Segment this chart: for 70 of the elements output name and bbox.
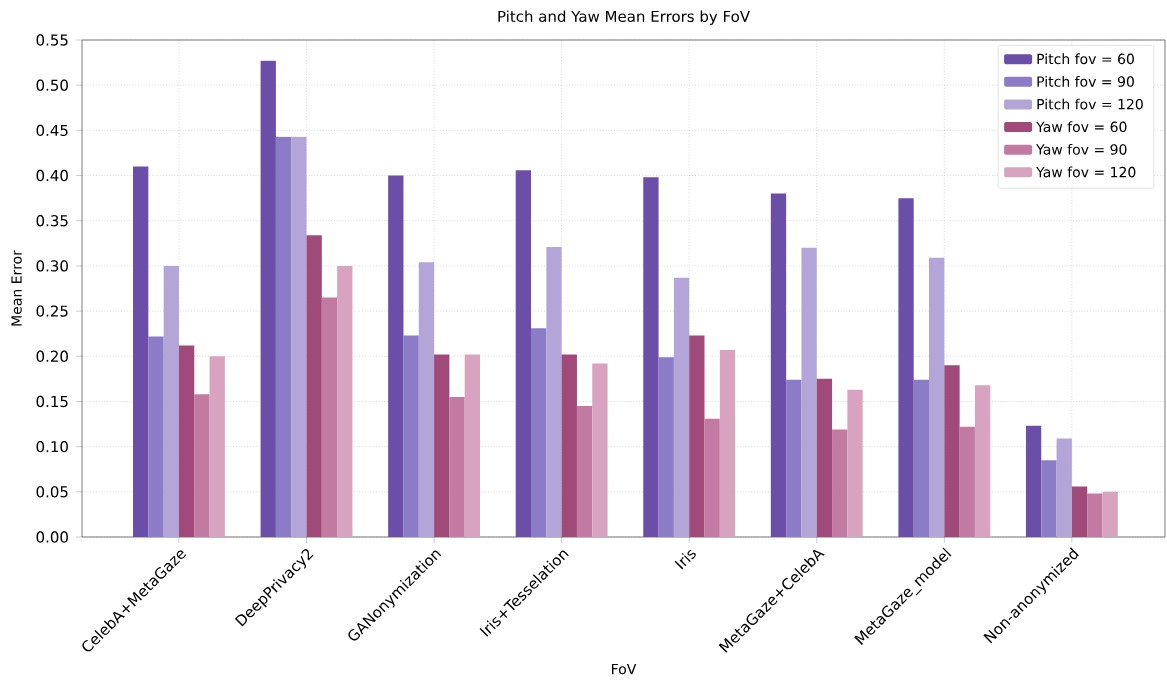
- legend-label: Yaw fov = 120: [1036, 166, 1136, 178]
- bar: [291, 136, 307, 537]
- bar: [209, 356, 225, 537]
- bar: [531, 328, 547, 537]
- bar: [275, 136, 292, 537]
- y-tick-label: 0.25: [36, 305, 68, 317]
- x-axis-title: FoV: [612, 663, 637, 675]
- bar: [704, 418, 720, 537]
- y-tick-label: 0.45: [36, 124, 68, 137]
- bar: [974, 385, 991, 537]
- bar: [337, 265, 353, 537]
- bar: [260, 60, 276, 537]
- y-tick-label: 0.40: [36, 169, 68, 182]
- bar: [801, 247, 817, 537]
- x-tick-label: Iris: [674, 549, 696, 570]
- bar: [643, 177, 659, 537]
- y-axis-title: Mean Error: [11, 250, 22, 326]
- bar: [592, 363, 608, 537]
- bar: [418, 262, 435, 537]
- y-tick-label: 0.00: [36, 531, 68, 543]
- bar: [321, 297, 338, 537]
- y-tick-label: 0.20: [36, 350, 68, 362]
- bar: [194, 394, 210, 537]
- bar: [1041, 460, 1057, 537]
- bar: [929, 257, 945, 537]
- bar: [163, 265, 179, 537]
- bar: [1025, 425, 1042, 537]
- bar: [449, 396, 465, 537]
- bar: [546, 246, 562, 537]
- bar: [133, 166, 149, 537]
- y-tick-label: 0.10: [36, 440, 68, 453]
- bar: [898, 198, 914, 537]
- bar: [434, 354, 450, 537]
- chart-title: Pitch and Yaw Mean Errors by FoV: [498, 10, 750, 25]
- legend-label: Pitch fov = 120: [1037, 98, 1143, 110]
- bar: [689, 335, 705, 537]
- legend-label: Pitch fov = 90: [1037, 76, 1134, 87]
- y-tick-label: 0.35: [36, 215, 68, 227]
- y-tick-label: 0.15: [36, 395, 68, 408]
- legend-label: Yaw fov = 60: [1036, 121, 1127, 133]
- bar: [816, 378, 833, 537]
- bar: [1087, 493, 1103, 537]
- bar: [1071, 486, 1088, 537]
- legend-label: Yaw fov = 90: [1036, 143, 1127, 155]
- bar: [847, 389, 863, 537]
- bar: [178, 345, 195, 537]
- y-tick-label: 0.50: [36, 79, 68, 91]
- bar: [1056, 438, 1072, 537]
- y-tick-label: 0.05: [36, 486, 68, 498]
- bar: [306, 235, 322, 537]
- y-tick-label: 0.30: [36, 260, 68, 272]
- bar: [403, 335, 419, 537]
- bar: [786, 379, 802, 537]
- bar: [464, 354, 480, 537]
- bar: [148, 336, 164, 537]
- bar: [673, 277, 690, 537]
- bar: [388, 175, 404, 537]
- legend-label: Pitch fov = 60: [1037, 53, 1134, 65]
- bar: [770, 193, 787, 537]
- bar: [719, 349, 736, 537]
- bar: [913, 379, 930, 537]
- bar: [576, 405, 593, 537]
- bar: [515, 170, 532, 537]
- bar: [944, 365, 960, 537]
- bar: [561, 354, 577, 537]
- bar: [1102, 491, 1118, 537]
- y-tick-label: 0.55: [36, 34, 68, 46]
- bar: [832, 429, 848, 537]
- bar: [658, 357, 674, 537]
- bar: [959, 426, 975, 537]
